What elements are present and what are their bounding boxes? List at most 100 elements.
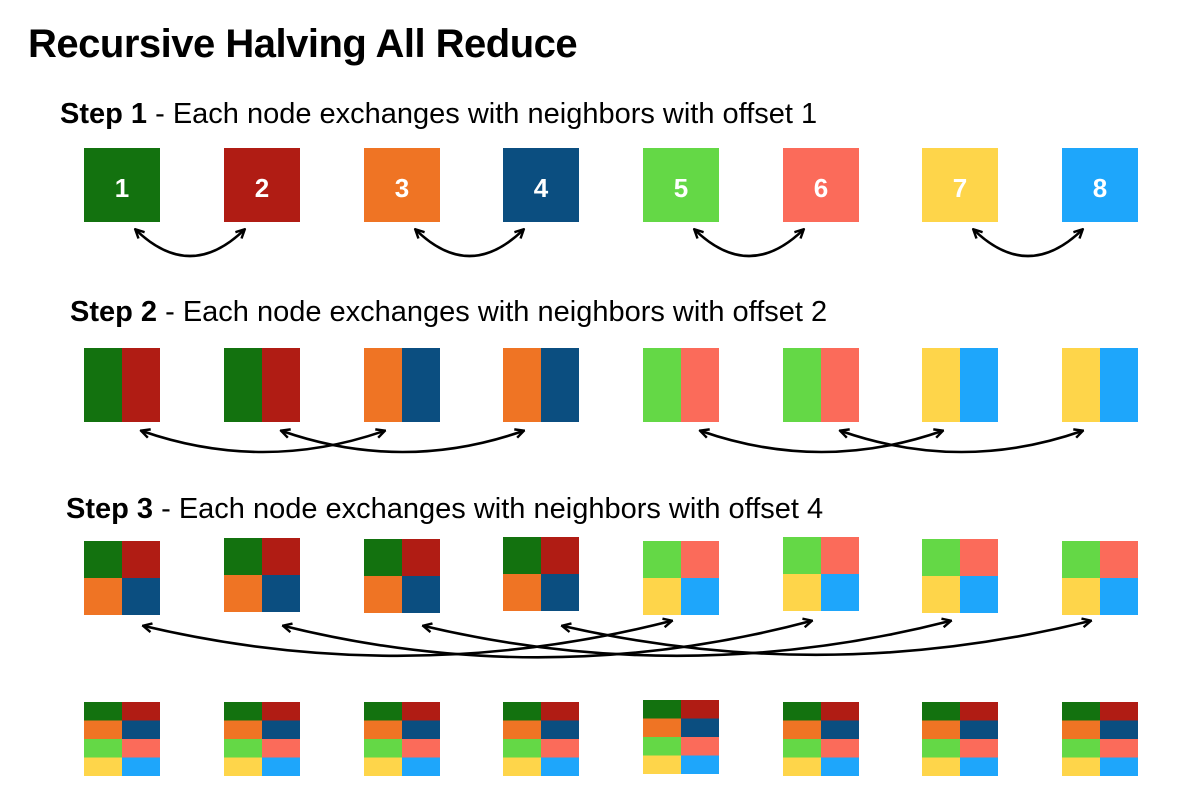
step-3-description: Each node exchanges with neighbors with … xyxy=(178,493,824,525)
node-4-final-row2-right xyxy=(541,720,579,739)
node-8-final-row4-left xyxy=(1062,757,1100,776)
node-6-final-row1-left xyxy=(783,702,821,721)
step-3-exchange-arrow-1 xyxy=(144,621,671,658)
node-1-step3-q2 xyxy=(122,541,160,578)
node-1-final-row2-right xyxy=(122,720,160,739)
node-1-step3-q4 xyxy=(122,578,160,615)
node-2-step3-q2 xyxy=(262,538,300,575)
node-4-final-row2-left xyxy=(503,720,541,739)
node-4-label: 4 xyxy=(534,173,549,203)
node-1-final-row2-left xyxy=(84,720,122,739)
step-3-caption: Step 3 - Each node exchanges with neighb… xyxy=(66,493,824,525)
node-8-block xyxy=(1062,148,1138,222)
step-2-exchange-arrow-4 xyxy=(841,431,1082,454)
node-4-block xyxy=(503,148,579,222)
step-1-exchange-arrow-4 xyxy=(974,230,1082,258)
node-7-step3-q3 xyxy=(922,576,960,613)
node-5-step3-q3 xyxy=(643,578,681,615)
step-1-exchange-arrow-2 xyxy=(416,230,523,258)
node-8-step3-q2 xyxy=(1100,541,1138,578)
node-1-final-row1-right xyxy=(122,702,160,721)
node-7-step3-q4 xyxy=(960,576,998,613)
node-3-final-row4-right xyxy=(402,757,440,776)
node-6-block xyxy=(783,148,859,222)
node-7-step3-q1 xyxy=(922,539,960,576)
node-7-final-row1-right xyxy=(960,702,998,721)
node-3-step3-q4 xyxy=(402,576,440,613)
node-4-step3-q4 xyxy=(541,574,579,611)
node-6-step3-q4 xyxy=(821,574,859,611)
node-6-step3-q3 xyxy=(783,574,821,611)
node-2-step3-q1 xyxy=(224,538,262,575)
node-6-final-row1-right xyxy=(821,702,859,721)
node-7-block xyxy=(922,148,998,222)
node-2-final-row2-left xyxy=(224,720,262,739)
node-5-step2-right-half xyxy=(681,348,719,422)
node-3-step3-q2 xyxy=(402,539,440,576)
step-1-description: Each node exchanges with neighbors with … xyxy=(172,98,818,130)
node-5-final-row3-left xyxy=(643,737,681,756)
node-4-step3-q2 xyxy=(541,537,579,574)
node-7-step3-q2 xyxy=(960,539,998,576)
node-7-final-row2-right xyxy=(960,720,998,739)
node-8-final-row4-right xyxy=(1100,757,1138,776)
node-8-final-row3-right xyxy=(1100,739,1138,758)
node-1-final-row4-left xyxy=(84,757,122,776)
node-3-final-row1-left xyxy=(364,702,402,721)
node-4-step3-q3 xyxy=(503,574,541,611)
node-5-step3-q2 xyxy=(681,541,719,578)
node-8-final-row2-left xyxy=(1062,720,1100,739)
node-3-step2-left-half xyxy=(364,348,402,422)
node-2-final-row2-right xyxy=(262,720,300,739)
node-5-step2-left-half xyxy=(643,348,681,422)
node-6-step3-q1 xyxy=(783,537,821,574)
node-1-block xyxy=(84,148,160,222)
node-6-step2-left-half xyxy=(783,348,821,422)
node-1-final-row4-right xyxy=(122,757,160,776)
node-5-step3-q1 xyxy=(643,541,681,578)
node-2-label: 2 xyxy=(255,173,269,203)
node-6-final-row2-right xyxy=(821,720,859,739)
node-3-final-row1-right xyxy=(402,702,440,721)
node-8-final-row1-right xyxy=(1100,702,1138,721)
node-1-step2-left-half xyxy=(84,348,122,422)
node-5-step3-q4 xyxy=(681,578,719,615)
step-2-description: Each node exchanges with neighbors with … xyxy=(182,296,828,328)
node-1-label: 1 xyxy=(115,173,129,203)
node-4-step2-right-half xyxy=(541,348,579,422)
node-7-final-row3-right xyxy=(960,739,998,758)
node-7-final-row2-left xyxy=(922,720,960,739)
node-6-step3-q2 xyxy=(821,537,859,574)
step-2-exchange-arrow-2 xyxy=(282,431,523,454)
node-5-final-row4-right xyxy=(681,755,719,774)
step-3-exchange-arrow-2 xyxy=(284,621,811,659)
node-8-label: 8 xyxy=(1093,173,1107,203)
node-3-final-row4-left xyxy=(364,757,402,776)
node-2-step3-q3 xyxy=(224,575,262,612)
node-7-final-row4-right xyxy=(960,757,998,776)
node-8-step3-q4 xyxy=(1100,578,1138,615)
node-3-label: 3 xyxy=(395,173,409,203)
node-8-step2-left-half xyxy=(1062,348,1100,422)
node-1-final-row3-left xyxy=(84,739,122,758)
node-5-final-row2-right xyxy=(681,718,719,737)
node-2-final-row3-right xyxy=(262,739,300,758)
node-2-final-row1-right xyxy=(262,702,300,721)
node-8-step3-q3 xyxy=(1062,578,1100,615)
node-3-step3-q3 xyxy=(364,576,402,613)
node-6-final-row3-right xyxy=(821,739,859,758)
node-5-final-row1-right xyxy=(681,700,719,719)
node-8-final-row3-left xyxy=(1062,739,1100,758)
node-3-final-row2-right xyxy=(402,720,440,739)
node-4-final-row3-right xyxy=(541,739,579,758)
node-5-final-row1-left xyxy=(643,700,681,719)
node-3-final-row3-left xyxy=(364,739,402,758)
node-4-final-row4-right xyxy=(541,757,579,776)
node-7-final-row3-left xyxy=(922,739,960,758)
node-2-final-row4-right xyxy=(262,757,300,776)
node-8-final-row2-right xyxy=(1100,720,1138,739)
node-5-final-row2-left xyxy=(643,718,681,737)
node-4-final-row3-left xyxy=(503,739,541,758)
node-3-final-row2-left xyxy=(364,720,402,739)
